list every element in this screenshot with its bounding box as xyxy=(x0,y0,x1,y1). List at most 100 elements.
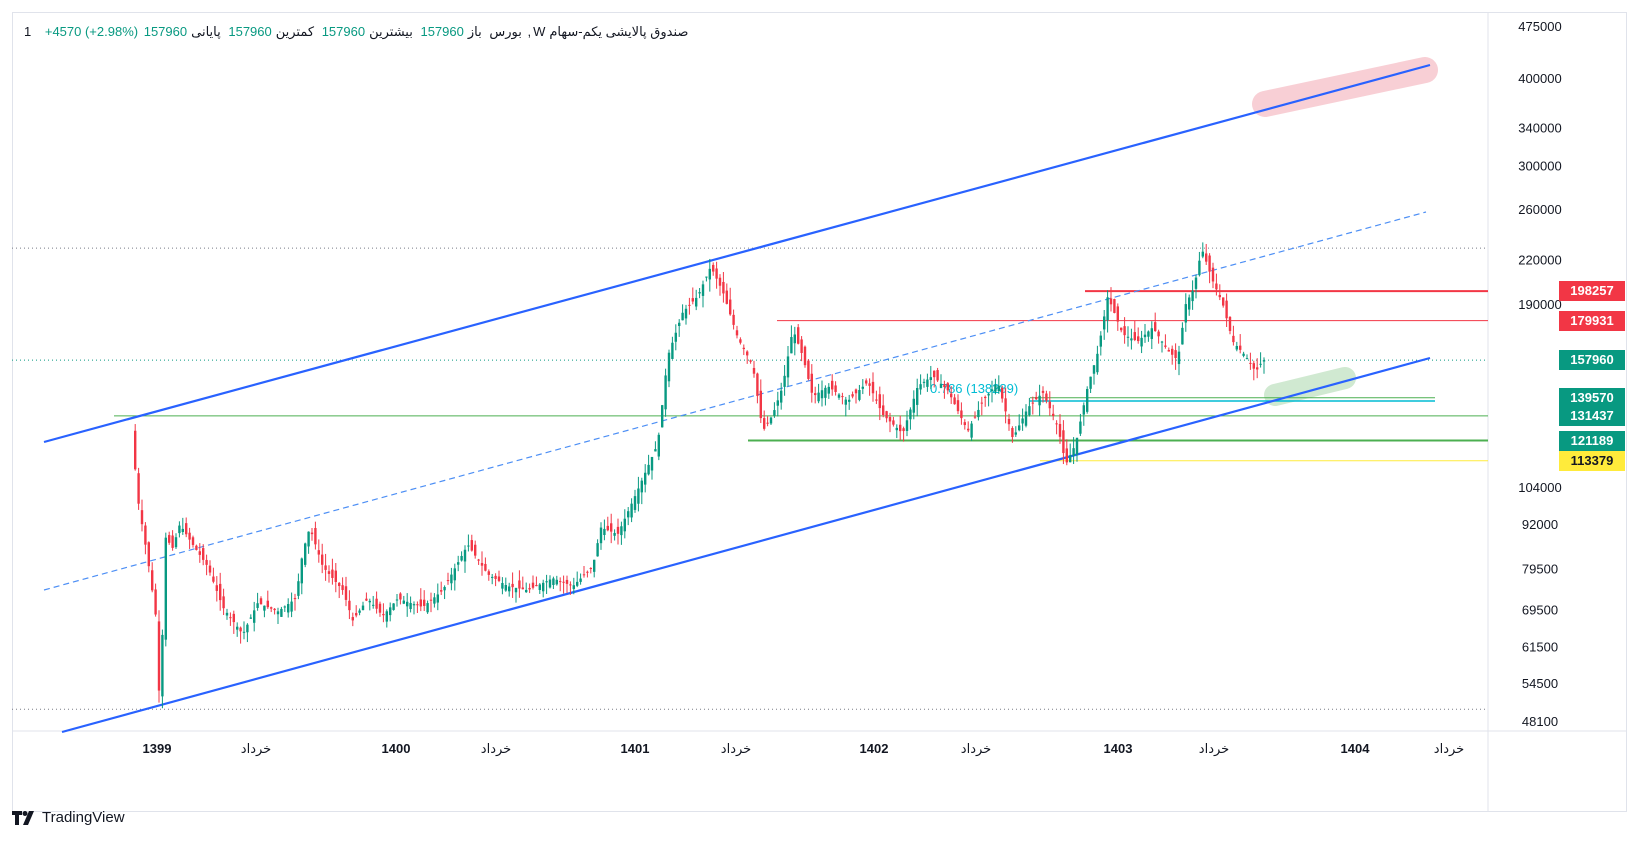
candle-body xyxy=(1024,411,1028,426)
candle-body xyxy=(885,411,888,419)
candle-body xyxy=(1262,360,1266,362)
candle-body xyxy=(293,597,297,600)
candle-body xyxy=(460,555,463,561)
candle-body xyxy=(715,268,718,279)
candle-body xyxy=(1069,455,1072,463)
candle-body xyxy=(144,525,147,545)
high-value: 157960 xyxy=(321,24,366,39)
candle-body xyxy=(837,394,841,398)
candle-body xyxy=(749,360,752,362)
candle-body xyxy=(681,312,684,321)
candle-body xyxy=(399,593,402,600)
candle-body xyxy=(1035,396,1038,400)
candle-body xyxy=(344,586,348,600)
candle-body xyxy=(593,559,596,572)
candle-body xyxy=(341,585,344,591)
candle-body xyxy=(654,449,657,452)
candle-body xyxy=(480,562,484,566)
candle-body xyxy=(511,583,514,588)
candle-body xyxy=(790,337,793,354)
candle-body xyxy=(1211,267,1215,282)
candle-body xyxy=(1007,418,1011,425)
candle-body xyxy=(824,387,827,398)
tradingview-branding[interactable]: TradingView xyxy=(12,809,125,826)
price-tag-121189: 121189 xyxy=(1559,430,1625,451)
candle-body xyxy=(484,563,487,571)
candle-body xyxy=(538,584,541,591)
high-label: بیشترین xyxy=(369,24,413,39)
candle-body xyxy=(1181,327,1184,345)
candle-body xyxy=(1130,338,1133,341)
candle-body xyxy=(1126,336,1130,338)
candle-body xyxy=(528,587,531,590)
candle-body xyxy=(249,617,252,619)
candle-body xyxy=(409,602,412,610)
candle-body xyxy=(331,569,334,578)
timeframe-tail: 1 xyxy=(24,24,32,39)
candle-body xyxy=(324,565,327,570)
candle-body xyxy=(361,605,365,611)
price-tag-139570: 139570 xyxy=(1559,387,1625,408)
candle-body xyxy=(263,605,266,611)
candle-body xyxy=(613,532,616,536)
candle-body xyxy=(212,576,215,582)
candle-body xyxy=(722,281,725,294)
candle-body xyxy=(1222,297,1225,306)
candle-body xyxy=(667,352,671,382)
candle-body xyxy=(644,472,647,485)
candle-body xyxy=(814,393,817,396)
candle-body xyxy=(1242,353,1245,356)
candle-body xyxy=(763,418,766,429)
x-tick-label: خرداد xyxy=(1199,741,1229,757)
candle-body xyxy=(406,601,409,607)
price-tag-157960: 157960 xyxy=(1559,350,1625,371)
candle-body xyxy=(620,526,623,536)
tradingview-logo-icon xyxy=(12,810,34,825)
candle-body xyxy=(1201,251,1204,257)
candle-body xyxy=(953,397,956,405)
candle-body xyxy=(769,417,773,424)
candle-body xyxy=(576,581,579,586)
candle-body xyxy=(385,611,388,622)
candle-body xyxy=(487,571,490,575)
candle-body xyxy=(1194,277,1198,289)
candle-body xyxy=(640,480,643,493)
candle-body xyxy=(307,531,310,547)
candle-body xyxy=(868,383,871,386)
candle-body xyxy=(416,604,419,606)
candle-body xyxy=(1018,425,1021,431)
chart-frame xyxy=(12,12,1627,812)
candle-body xyxy=(389,607,392,616)
candle-body xyxy=(450,574,453,584)
candle-body xyxy=(514,587,518,593)
candle-body xyxy=(926,379,929,387)
candle-body xyxy=(851,394,854,397)
candle-body xyxy=(531,582,535,588)
candle-body xyxy=(661,405,664,428)
symbol-name: صندوق پالایشی یکم-سهام xyxy=(549,24,689,39)
candle-body xyxy=(929,377,932,380)
candle-body xyxy=(909,409,912,420)
candle-body xyxy=(752,367,756,374)
candle-body xyxy=(759,390,762,419)
candle-body xyxy=(712,264,715,272)
candle-body xyxy=(684,308,688,319)
candle-body xyxy=(1205,253,1208,262)
y-tick-label: 92000 xyxy=(1522,517,1558,532)
candle-body xyxy=(140,510,144,525)
candle-body xyxy=(793,334,796,344)
candle-body xyxy=(542,582,545,592)
candle-body xyxy=(1011,428,1014,438)
y-tick-label: 54500 xyxy=(1522,676,1558,691)
candle-body xyxy=(1154,322,1157,332)
candle-body xyxy=(154,589,157,615)
candle-body xyxy=(1096,353,1099,373)
candle-body xyxy=(246,624,249,633)
candle-body xyxy=(1198,260,1201,276)
candle-body xyxy=(950,393,953,398)
candle-body xyxy=(1028,406,1031,416)
candle-body xyxy=(596,543,599,557)
candle-body xyxy=(586,571,589,573)
candle-body xyxy=(865,380,868,384)
